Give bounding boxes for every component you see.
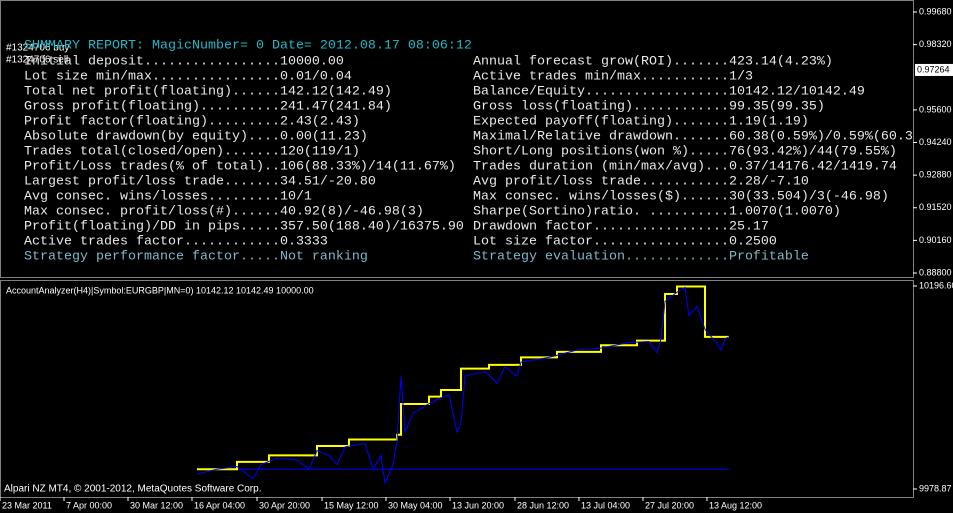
price-label: 0.99680	[919, 6, 952, 16]
report-line: Gross loss(floating)............99.35(99…	[473, 100, 825, 115]
report-line: Strategy evaluation.............Profitab…	[473, 250, 809, 265]
report-line: Annual forecast grow(ROI).......423.14(4…	[473, 55, 833, 70]
report-line: Sharpe(Sortino)ratio. ..........1.0070(1…	[473, 205, 841, 220]
report-line: Absolute drawdown(by equity)....0.00(11.…	[24, 130, 368, 145]
order-label: #1324706 sell	[6, 55, 68, 66]
report-title: SUMMARY REPORT: MagicNumber= 0 Date= 201…	[24, 39, 472, 54]
price-label: 0.91520	[919, 202, 952, 212]
price-label: 0.92880	[919, 170, 952, 180]
current-price: 0.97264	[917, 64, 950, 74]
report-line: Active trades factor............0.3333	[24, 235, 328, 250]
report-line: Avg profit/loss trade...........2.28/-7.…	[473, 175, 809, 190]
report-line: Strategy performance factor.....Not rank…	[24, 250, 368, 265]
report-line: Gross profit(floating)..........241.47(2…	[24, 100, 392, 115]
report-line: Profit/Loss trades(% of total)..106(88.3…	[24, 160, 456, 175]
report-line: Avg consec. wins/losses.........10/1	[24, 190, 312, 205]
price-label: 0.95600	[919, 104, 952, 114]
indicator-title: AccountAnalyzer(H4)|Symbol:EURGBP|MN=0) …	[6, 285, 314, 295]
order-label: #1324706 buy	[6, 43, 69, 54]
date-label: 7 Apr 00:00	[66, 500, 112, 510]
report-line: Trades duration (min/max/avg)...0.37/141…	[473, 160, 897, 175]
report-line: Balance/Equity..................10142.12…	[473, 85, 865, 100]
date-label: 28 Jun 12:00	[517, 500, 569, 510]
price-label: 0.98320	[919, 39, 952, 49]
report-line: Short/Long positions(won %).....76(93.42…	[473, 145, 897, 160]
report-line: Largest profit/loss trade.......34.51/-2…	[24, 175, 376, 190]
report-line: Trades total(closed/open).......120(119/…	[24, 145, 360, 160]
footer: Alpari NZ MT4, © 2001-2012, MetaQuotes S…	[4, 484, 261, 495]
report-line: Initial deposit.................10000.00	[24, 55, 344, 70]
indicator-label: 10196.60	[919, 280, 953, 290]
report-line: Maximal/Relative drawdown.......60.38(0.…	[473, 130, 913, 145]
report-line: Active trades min/max...........1/3	[473, 70, 753, 85]
date-label: 13 Jul 04:00	[581, 500, 630, 510]
date-label: 23 Mar 2011	[2, 500, 52, 510]
report-line: Profit factor(floating).........2.43(2.4…	[24, 115, 360, 130]
price-label: 0.88800	[919, 267, 952, 277]
price-label: 0.94240	[919, 137, 952, 147]
date-label: 27 Jul 20:00	[645, 500, 694, 510]
report-line: Total net profit(floating)......142.12(1…	[24, 85, 392, 100]
main-window	[0, 0, 914, 278]
report-line: Drawdown factor.................25.17	[473, 220, 769, 235]
date-label: 30 May 04:00	[388, 500, 443, 510]
report: #1324706 buy #1324706 sell SUMMARY REPOR…	[6, 39, 913, 265]
price-label: 0.90160	[919, 235, 952, 245]
report-line: Max consec. profit/loss(#)......40.92(8)…	[24, 205, 424, 220]
report-line: Profit(floating)/DD in pips.....357.50(1…	[24, 220, 464, 235]
report-line: Max consec. wins/losses($)......30(33.50…	[473, 190, 889, 205]
date-label: 30 Mar 12:00	[130, 500, 183, 510]
report-line: Lot size min/max................0.01/0.0…	[24, 70, 352, 85]
report-line: Expected payoff(floating).......1.19(1.1…	[473, 115, 809, 130]
date-label: 30 Apr 20:00	[259, 500, 310, 510]
report-line: Lot size factor.................0.2500	[473, 235, 777, 250]
date-label: 13 Aug 12:00	[709, 500, 762, 510]
date-label: 15 May 12:00	[324, 500, 379, 510]
current-price-box	[915, 63, 953, 76]
date-label: 13 Jun 20:00	[452, 500, 504, 510]
indicator-window	[0, 280, 914, 498]
date-label: 16 Apr 04:00	[194, 500, 245, 510]
indicator-label: 9978.87	[919, 483, 952, 493]
series-line	[196, 286, 730, 486]
series-line	[197, 285, 729, 471]
